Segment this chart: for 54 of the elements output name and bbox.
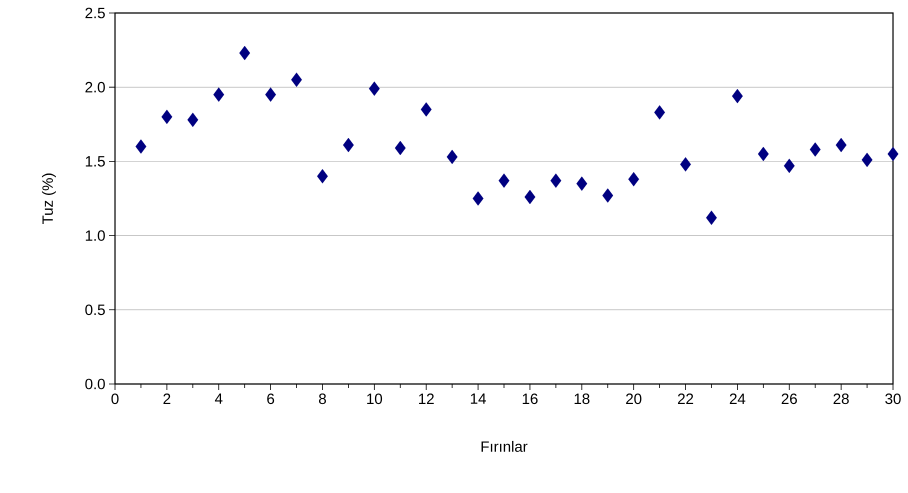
x-tick-label: 18 — [574, 394, 590, 404]
point — [732, 88, 743, 104]
x-tick-label: 28 — [834, 394, 849, 404]
y-tick-label: 2.5 — [85, 8, 105, 18]
point — [784, 158, 795, 174]
y-tick-label: 0.0 — [85, 378, 105, 390]
y-axis-title: Tuz (%) — [42, 174, 56, 224]
y-tick-label: 1.5 — [86, 156, 105, 167]
point — [472, 191, 484, 206]
y-tick-label: 0.5 — [85, 304, 105, 316]
point — [265, 87, 276, 102]
point — [628, 172, 640, 186]
point — [862, 152, 873, 168]
point — [498, 173, 510, 188]
x-tick-label: 26 — [782, 394, 797, 404]
point — [317, 169, 328, 184]
point — [654, 105, 666, 120]
point — [239, 46, 250, 60]
point — [706, 210, 717, 225]
point — [524, 190, 536, 204]
point — [810, 142, 821, 157]
x-tick-label: 10 — [367, 394, 382, 404]
x-tick-label: 30 — [885, 394, 901, 404]
point — [836, 138, 847, 152]
x-tick-label: 14 — [470, 394, 486, 404]
y-tick-label: 1.0 — [86, 230, 105, 241]
y-tick-label: 2.0 — [85, 82, 105, 92]
point — [135, 139, 146, 154]
x-tick-label: 24 — [730, 394, 746, 404]
point — [213, 87, 224, 102]
point — [446, 150, 458, 164]
point — [342, 138, 354, 152]
x-tick-label: 20 — [626, 394, 642, 404]
x-tick-label: 2 — [163, 394, 170, 404]
x-axis-title: Fırınlar — [482, 440, 528, 452]
point — [394, 140, 406, 156]
point — [576, 176, 588, 191]
x-tick-label: 4 — [214, 394, 222, 404]
x-tick-label: 6 — [267, 394, 274, 404]
point — [368, 81, 380, 96]
x-tick-label: 22 — [678, 394, 694, 404]
x-tick-label: 0 — [111, 394, 119, 404]
point — [680, 157, 691, 172]
x-tick-label: 16 — [522, 394, 538, 404]
point — [161, 110, 172, 124]
point — [758, 146, 769, 162]
point — [550, 173, 562, 188]
point — [888, 146, 898, 162]
point — [291, 72, 302, 87]
x-tick-label: 8 — [318, 394, 326, 404]
x-tick-label: 12 — [419, 394, 434, 404]
point — [187, 112, 198, 128]
point — [420, 102, 432, 117]
point — [602, 188, 614, 203]
